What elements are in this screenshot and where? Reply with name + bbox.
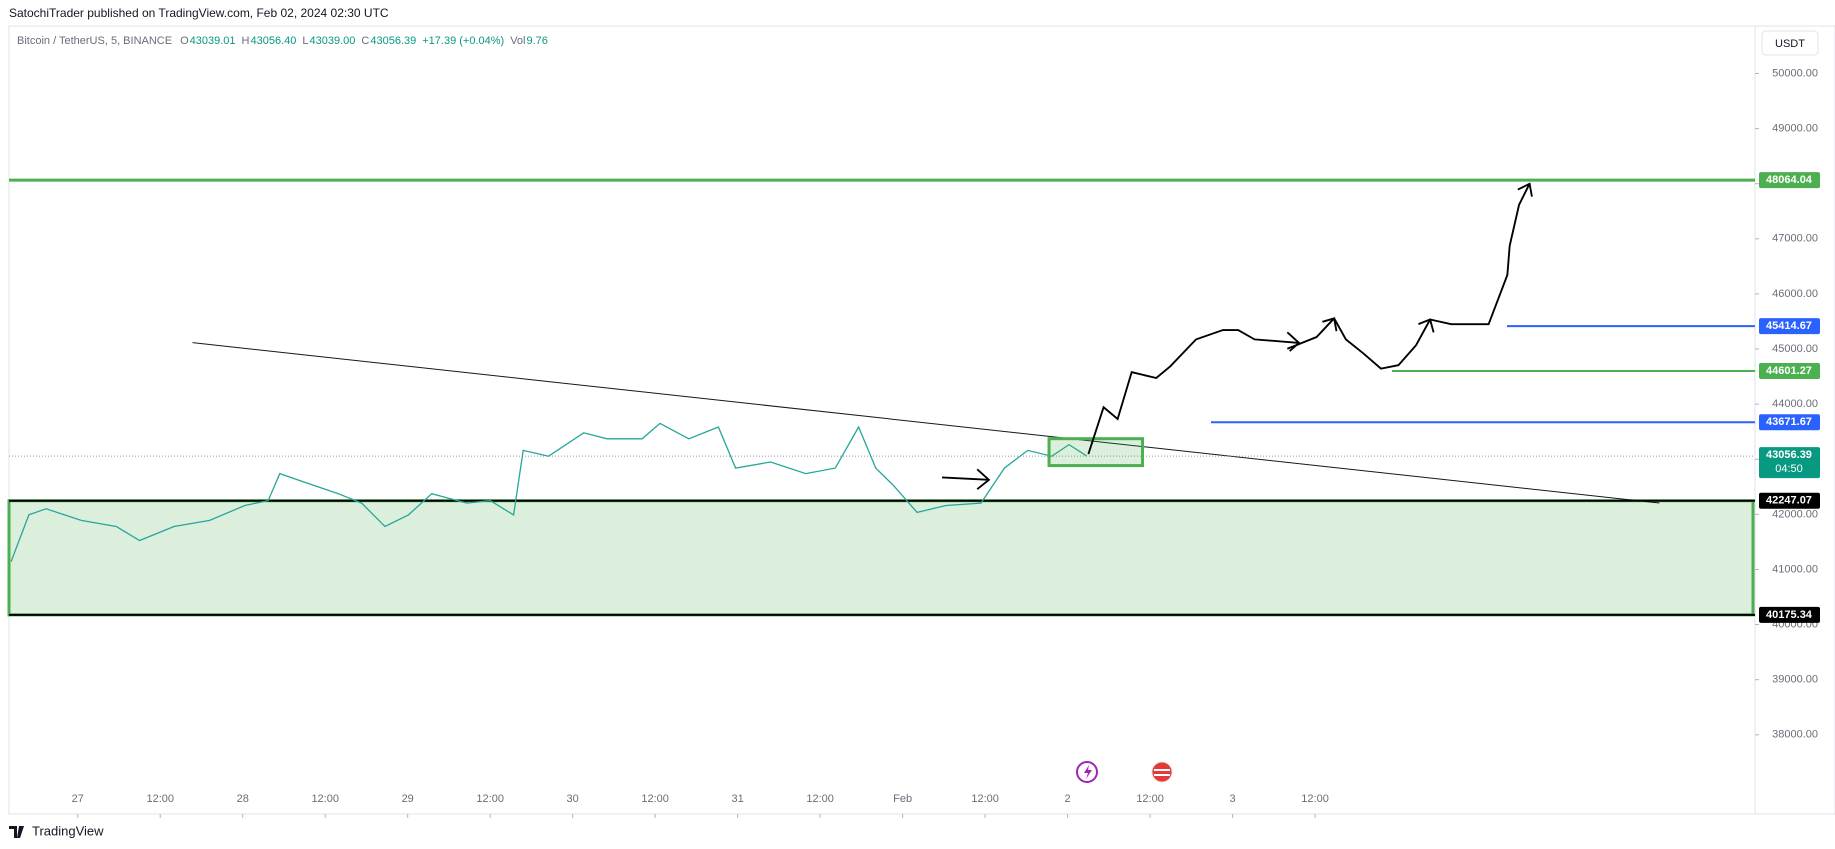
y-tick-label: 39000.00 [1772,674,1818,686]
level-label-bg [1759,318,1820,335]
legend-value: 43039.00 [310,35,356,47]
y-tick-label: 42000.00 [1772,508,1818,520]
y-tick-label: 46000.00 [1772,288,1818,300]
currency-label: USDT [1775,38,1805,50]
level-label-bg [1759,492,1820,509]
event-icon-glyph [1084,765,1092,779]
x-tick-label: 12:00 [1301,793,1329,805]
flag-stripe [1154,769,1170,771]
x-tick-label: Feb [893,793,912,805]
level-label-bg [1759,172,1820,189]
x-tick-label: 12:00 [146,793,174,805]
legend-change: +17.39 (+0.04%) [422,35,504,47]
breakout-box [1047,437,1145,468]
currency-button[interactable] [1761,30,1819,56]
plot: 38000.0039000.0040000.0041000.0042000.00… [7,67,1820,818]
level-label: 43671.67 [1766,416,1812,428]
x-tick-label: 12:00 [971,793,999,805]
legend-value: 43039.01 [190,35,236,47]
x-tick-label: 29 [402,793,414,805]
legend-symbol: Bitcoin / TetherUS, 5, BINANCE [17,35,172,47]
x-tick-label: 12:00 [311,793,339,805]
price-series [10,422,1088,562]
legend-key: Vol [510,35,525,47]
drawn-arrow [942,468,991,490]
footer-brand: TradingView [32,823,104,838]
drawn-arrow [1286,317,1338,350]
legend-value: 43056.39 [370,35,416,47]
trendline [192,342,1660,504]
drawn-arrow [1333,317,1435,370]
economic-icon[interactable] [1151,761,1173,783]
x-tick-label: 12:00 [476,793,504,805]
level-label-bg [1759,606,1820,623]
x-tick-label: 12:00 [1136,793,1164,805]
level-label-bg [1759,362,1820,379]
y-tick-label: 38000.00 [1772,729,1818,741]
level-label: 40175.34 [1766,609,1813,621]
price-label-bg [1759,447,1820,479]
price-countdown: 04:50 [1775,463,1803,475]
level-label-bg [1759,414,1820,431]
chart-frame [8,25,1835,815]
y-tick-label: 50000.00 [1772,67,1818,79]
x-tick-label: 28 [237,793,249,805]
tv-logo [9,826,24,838]
y-tick-label: 49000.00 [1772,122,1818,134]
y-tick-label: 45000.00 [1772,343,1818,355]
price-label: 43056.39 [1766,449,1812,461]
x-tick-label: 30 [567,793,579,805]
legend-key: O [180,35,189,47]
x-tick-label: 27 [72,793,84,805]
legend: Bitcoin / TetherUS, 5, BINANCE O 43039.01 H… [17,35,548,47]
x-tick-label: 12:00 [806,793,834,805]
x-tick-label: 3 [1230,793,1236,805]
legend-key: C [361,35,369,47]
drawn-arrow [1087,329,1301,455]
projection-drawing [942,182,1533,490]
level-label: 42247.07 [1766,495,1812,507]
flag-stripe [1154,774,1170,776]
x-tick-label: 2 [1065,793,1071,805]
legend-value: 9.76 [527,35,548,47]
demand-zone [7,499,1755,617]
legend-value: 43056.40 [251,35,297,47]
publish-header: SatochiTrader published on TradingView.c… [9,6,389,20]
x-tick-label: 31 [732,793,744,805]
y-tick-label: 44000.00 [1772,398,1818,410]
level-label: 48064.04 [1766,174,1813,186]
drawn-arrow [1429,182,1533,326]
legend-key: L [302,35,308,47]
y-tick-label: 41000.00 [1772,563,1818,575]
level-label: 44601.27 [1766,365,1812,377]
x-tick-label: 12:00 [641,793,669,805]
level-label: 45414.67 [1766,320,1812,332]
legend-key: H [242,35,250,47]
y-tick-label: 47000.00 [1772,233,1818,245]
